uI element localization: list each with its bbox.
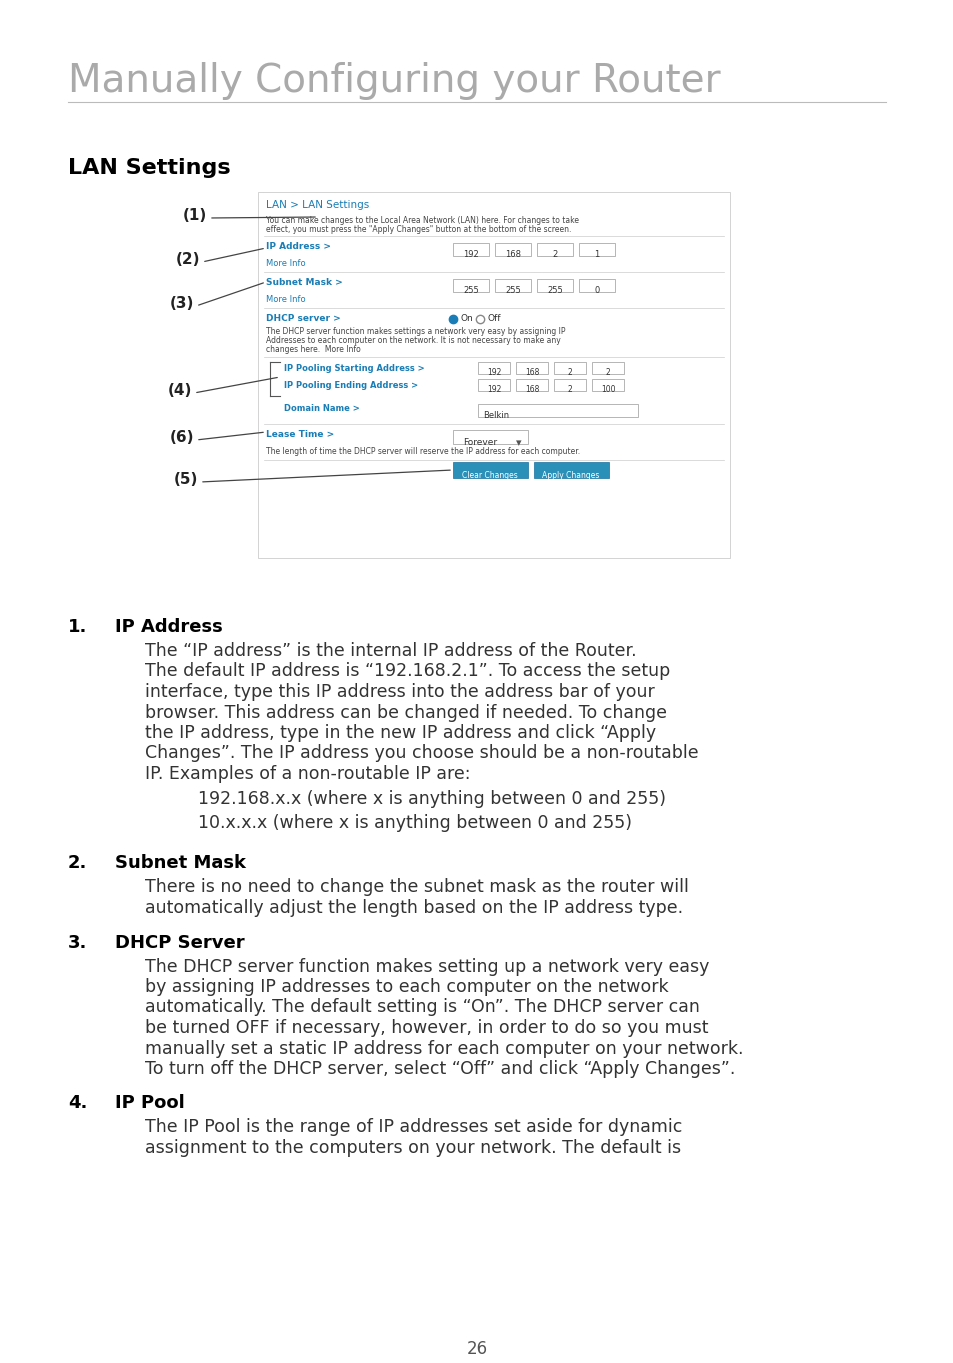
Text: More Info: More Info [266, 259, 305, 269]
Text: Forever: Forever [462, 438, 497, 447]
Text: DHCP Server: DHCP Server [115, 934, 244, 951]
Text: IP Pool: IP Pool [115, 1094, 185, 1112]
Bar [578, 243, 615, 256]
Text: assignment to the computers on your network. The default is: assignment to the computers on your netw… [145, 1139, 680, 1157]
Text: On: On [460, 313, 474, 323]
Text: interface, type this IP address into the address bar of your: interface, type this IP address into the… [145, 683, 654, 701]
Text: 1: 1 [594, 249, 599, 259]
Text: automatically. The default setting is “On”. The DHCP server can: automatically. The default setting is “O… [145, 999, 700, 1017]
Bar [477, 403, 638, 417]
Text: 4.: 4. [68, 1094, 88, 1112]
Text: 0: 0 [594, 286, 599, 294]
Bar [477, 379, 510, 391]
Text: The DHCP server function makes setting up a network very easy: The DHCP server function makes setting u… [145, 957, 709, 976]
Bar [453, 243, 489, 256]
Text: IP Pooling Starting Address >: IP Pooling Starting Address > [284, 364, 424, 373]
Text: IP Address >: IP Address > [266, 243, 331, 251]
Text: To turn off the DHCP server, select “Off” and click “Apply Changes”.: To turn off the DHCP server, select “Off… [145, 1060, 735, 1078]
Bar [554, 379, 585, 391]
Text: 2: 2 [552, 249, 558, 259]
Text: (6): (6) [170, 429, 194, 444]
Text: The default IP address is “192.168.2.1”. To access the setup: The default IP address is “192.168.2.1”.… [145, 662, 670, 680]
Text: 26: 26 [466, 1340, 487, 1358]
Text: Clear Changes: Clear Changes [461, 472, 517, 480]
Text: 168: 168 [524, 368, 538, 378]
Text: (3): (3) [170, 296, 194, 311]
Bar [534, 462, 608, 478]
Text: 168: 168 [504, 249, 520, 259]
Text: 100: 100 [600, 384, 615, 394]
Bar [537, 279, 573, 292]
Text: Lease Time >: Lease Time > [266, 429, 334, 439]
Text: (5): (5) [173, 472, 198, 487]
Text: changes here.  More Info: changes here. More Info [266, 345, 360, 354]
Text: 2.: 2. [68, 855, 88, 872]
Text: 192.168.x.x (where x is anything between 0 and 255): 192.168.x.x (where x is anything between… [198, 789, 665, 807]
Text: 168: 168 [524, 384, 538, 394]
Text: IP Address: IP Address [115, 617, 222, 637]
Text: DHCP server >: DHCP server > [266, 313, 340, 323]
Text: IP. Examples of a non-routable IP are:: IP. Examples of a non-routable IP are: [145, 765, 470, 782]
Text: The DHCP server function makes settings a network very easy by assigning IP: The DHCP server function makes settings … [266, 327, 565, 337]
Bar [257, 192, 729, 557]
Text: Manually Configuring your Router: Manually Configuring your Router [68, 61, 720, 99]
Text: Apply Changes: Apply Changes [541, 472, 599, 480]
Text: effect, you must press the "Apply Changes" button at the bottom of the screen.: effect, you must press the "Apply Change… [266, 225, 571, 234]
Text: LAN > LAN Settings: LAN > LAN Settings [266, 200, 369, 210]
Text: 2: 2 [605, 368, 610, 378]
Bar [453, 429, 527, 444]
Text: Belkin: Belkin [482, 412, 509, 420]
Text: There is no need to change the subnet mask as the router will: There is no need to change the subnet ma… [145, 879, 688, 897]
Text: Changes”. The IP address you choose should be a non-routable: Changes”. The IP address you choose shou… [145, 744, 698, 762]
Text: Domain Name >: Domain Name > [284, 403, 359, 413]
Bar [578, 279, 615, 292]
Text: 3.: 3. [68, 934, 88, 951]
Bar [554, 363, 585, 373]
Text: Subnet Mask: Subnet Mask [115, 855, 246, 872]
Text: 255: 255 [547, 286, 562, 294]
Text: 10.x.x.x (where x is anything between 0 and 255): 10.x.x.x (where x is anything between 0 … [198, 814, 631, 831]
Bar [453, 462, 527, 478]
Text: manually set a static IP address for each computer on your network.: manually set a static IP address for eac… [145, 1040, 742, 1058]
Text: IP Pooling Ending Address >: IP Pooling Ending Address > [284, 382, 417, 390]
Text: The length of time the DHCP server will reserve the IP address for each computer: The length of time the DHCP server will … [266, 447, 579, 457]
Text: Addresses to each computer on the network. It is not necessary to make any: Addresses to each computer on the networ… [266, 337, 560, 345]
Text: 192: 192 [486, 384, 500, 394]
Text: 255: 255 [462, 286, 478, 294]
Text: More Info: More Info [266, 294, 305, 304]
Text: ▾: ▾ [516, 438, 521, 448]
Text: LAN Settings: LAN Settings [68, 158, 231, 179]
Text: browser. This address can be changed if needed. To change: browser. This address can be changed if … [145, 703, 666, 721]
Text: 2: 2 [567, 384, 572, 394]
Text: The IP Pool is the range of IP addresses set aside for dynamic: The IP Pool is the range of IP addresses… [145, 1119, 681, 1137]
Text: automatically adjust the length based on the IP address type.: automatically adjust the length based on… [145, 900, 682, 917]
Text: by assigning IP addresses to each computer on the network: by assigning IP addresses to each comput… [145, 979, 668, 996]
Text: (2): (2) [175, 252, 200, 267]
Text: Off: Off [488, 313, 501, 323]
Text: be turned OFF if necessary, however, in order to do so you must: be turned OFF if necessary, however, in … [145, 1020, 708, 1037]
Text: 1.: 1. [68, 617, 88, 637]
Text: (4): (4) [168, 383, 192, 398]
Text: 192: 192 [486, 368, 500, 378]
Text: 192: 192 [462, 249, 478, 259]
Text: 2: 2 [567, 368, 572, 378]
Bar [495, 243, 531, 256]
Bar [453, 279, 489, 292]
Text: The “IP address” is the internal IP address of the Router.: The “IP address” is the internal IP addr… [145, 642, 636, 660]
Text: Subnet Mask >: Subnet Mask > [266, 278, 342, 288]
Bar [592, 363, 623, 373]
Text: 255: 255 [504, 286, 520, 294]
Text: (1): (1) [183, 209, 207, 224]
Text: You can make changes to the Local Area Network (LAN) here. For changes to take: You can make changes to the Local Area N… [266, 215, 578, 225]
Bar [516, 363, 547, 373]
Text: the IP address, type in the new IP address and click “Apply: the IP address, type in the new IP addre… [145, 724, 656, 741]
Bar [516, 379, 547, 391]
Bar [537, 243, 573, 256]
Bar [495, 279, 531, 292]
Bar [477, 363, 510, 373]
Bar [592, 379, 623, 391]
